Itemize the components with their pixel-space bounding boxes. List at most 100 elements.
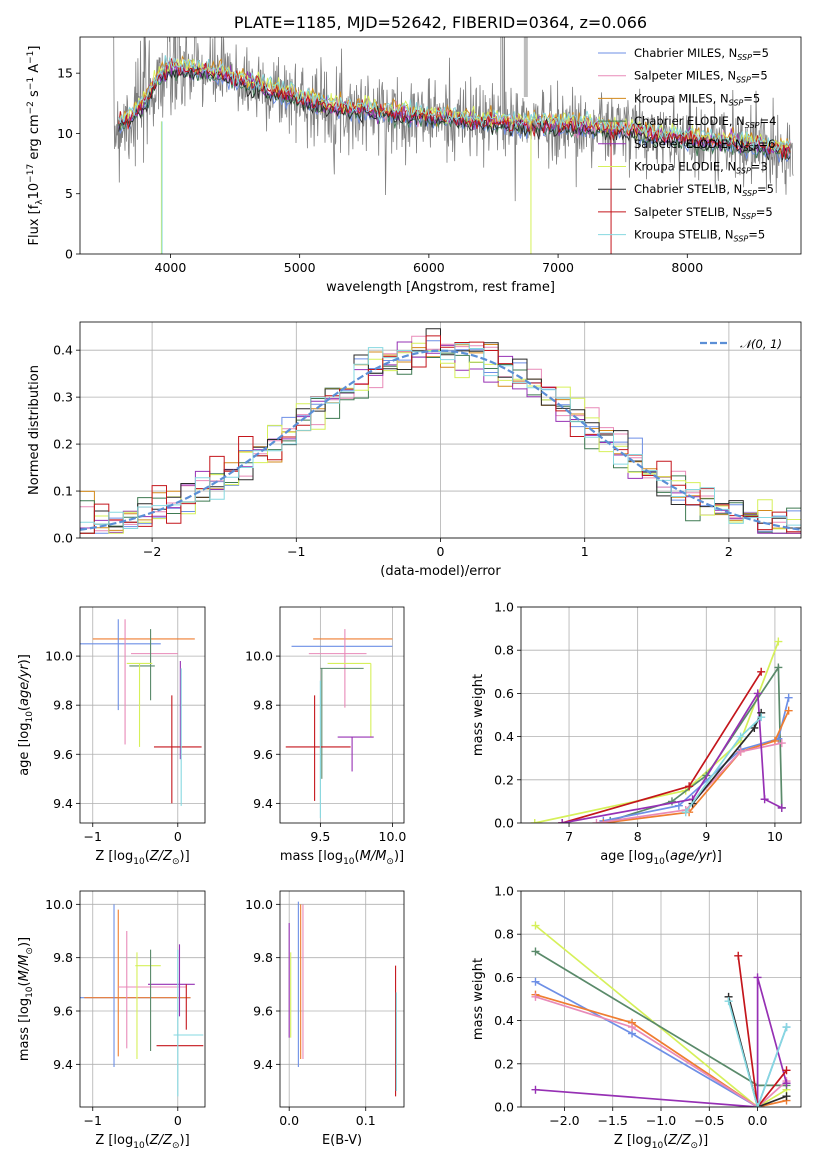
data-point-marker xyxy=(628,1023,637,1032)
label-part: Z/Z xyxy=(149,849,173,864)
axes-frame xyxy=(279,606,405,824)
legend-entry: Kroupa ELODIE, NSSP=3 xyxy=(634,160,768,176)
mass_vs_EBV-panel: 0.0 0.1 9.4 9.6 9.8 10.0 E(B-V) xyxy=(245,890,405,1148)
axes-frame xyxy=(79,321,802,539)
axes-frame xyxy=(79,890,206,1108)
axes-frame xyxy=(279,890,405,1108)
legend-text: Kroupa STELIB, N xyxy=(634,228,734,242)
legend-sub: SSP xyxy=(744,144,759,153)
legend-value: =5 xyxy=(748,228,765,242)
y-tick-label: 9.4 xyxy=(53,1057,73,1072)
label-part: age [log xyxy=(600,849,653,864)
y-axis-label: mass [log10(M/M⊙)] xyxy=(17,937,35,1061)
plot-area xyxy=(80,904,204,1097)
y-axis-label: Flux [fλ10−17 erg cm−2 s−1 A−1] xyxy=(26,46,45,246)
data-point-marker xyxy=(531,921,540,930)
x-tick-label: −2.0 xyxy=(549,1113,579,1128)
label-part: mass weight xyxy=(471,674,486,756)
x-axis-label: age [log10(age/yr)] xyxy=(600,849,722,867)
label-part: ( xyxy=(17,706,32,711)
label-part: )] xyxy=(698,1133,708,1148)
label-part: s xyxy=(27,90,42,101)
y-tick-label: 9.4 xyxy=(253,796,273,811)
data-point-marker xyxy=(599,819,608,823)
label-part: 10 xyxy=(652,1141,664,1151)
legend-value: =5 xyxy=(756,205,773,219)
data-point-marker xyxy=(531,977,540,986)
y-tick-label: 5 xyxy=(65,186,73,201)
legend-value: =3 xyxy=(751,160,768,174)
label-part: Z/Z xyxy=(149,1133,173,1148)
legend-entry: Kroupa MILES, NSSP=5 xyxy=(634,91,760,107)
y-tick-label: 0.0 xyxy=(494,1100,514,1115)
axes-frame xyxy=(79,606,206,824)
mass-weight-line xyxy=(535,993,787,1107)
label-part: age/yr xyxy=(17,663,32,706)
y-tick-label: 9.6 xyxy=(53,747,73,762)
label-part: mass [log xyxy=(17,998,32,1061)
axes-frame xyxy=(520,890,802,1108)
x-tick-label: −1 xyxy=(287,544,305,559)
label-part: 10 xyxy=(653,857,665,867)
data-point-marker xyxy=(777,803,786,812)
y-tick-label: 0.8 xyxy=(494,927,514,942)
x-tick-label: 2 xyxy=(725,544,733,559)
label-part: Z [log xyxy=(95,1133,133,1148)
residual-histogram xyxy=(80,335,801,534)
mass-weight-line xyxy=(727,1000,788,1107)
data-point-marker xyxy=(753,973,762,982)
x-tick-label: 8 xyxy=(634,829,642,844)
label-part: ⊙ xyxy=(25,947,35,955)
data-point-marker xyxy=(757,667,766,676)
legend-sub: SSP xyxy=(737,53,752,62)
legend-value: =5 xyxy=(757,182,774,196)
data-point-marker xyxy=(782,1092,791,1101)
y-tick-label: 1.0 xyxy=(494,884,514,899)
y-tick-label: 0.6 xyxy=(494,970,514,985)
data-point-marker xyxy=(753,689,762,698)
legend-value: =5 xyxy=(743,91,760,105)
label-part: −2 xyxy=(26,101,36,114)
label-part: )] xyxy=(17,937,32,947)
label-part: age/yr xyxy=(670,849,713,864)
legend-value: =4 xyxy=(760,114,777,128)
data-point-marker xyxy=(777,739,786,748)
label-part: 10 xyxy=(25,986,35,998)
mass-weight-line xyxy=(561,671,762,823)
plot-area xyxy=(530,637,793,823)
legend-text: Kroupa MILES, N xyxy=(634,91,729,105)
y-tick-label: 9.8 xyxy=(53,950,73,965)
legend-sub: SSP xyxy=(736,76,751,85)
y-tick-label: 1.0 xyxy=(494,600,514,615)
legend-text: Salpeter ELODIE, N xyxy=(634,137,744,151)
masked-region xyxy=(523,37,528,97)
data-point-marker xyxy=(530,819,539,823)
label-part: Normed distribution xyxy=(27,365,42,495)
x-tick-label: −2 xyxy=(143,544,161,559)
label-part: Flux [f xyxy=(27,204,42,245)
legend-sub: SSP xyxy=(729,98,744,107)
y-tick-label: 0.1 xyxy=(53,484,73,499)
y-axis-label: mass weight xyxy=(471,674,486,756)
x-tick-label: −1.0 xyxy=(646,1113,676,1128)
legend-text: Kroupa ELODIE, N xyxy=(634,160,736,174)
label-part: ( xyxy=(665,849,670,864)
y-tick-label: 9.8 xyxy=(253,698,273,713)
age_vs_mass-panel: 9.5 10.0 9.4 9.6 9.8 10.0 mass [log10(M/M⊙)] xyxy=(245,606,406,867)
x-tick-label: 9.5 xyxy=(310,829,330,844)
legend-sub: SSP xyxy=(736,167,751,176)
y-tick-label: 10.0 xyxy=(245,897,273,912)
label-part: −1 xyxy=(26,77,36,90)
y-tick-label: 0 xyxy=(65,247,73,262)
legend-entry: Salpeter ELODIE, NSSP=6 xyxy=(634,137,775,153)
legend-entry: Chabrier STELIB, NSSP=5 xyxy=(634,182,774,198)
plot-area xyxy=(531,921,791,1107)
label-part: ( xyxy=(355,849,360,864)
axes-frame xyxy=(79,36,802,255)
label-part: ⊙ xyxy=(386,857,394,867)
legend-entry: Chabrier ELODIE, NSSP=4 xyxy=(634,114,776,130)
label-part: 10 xyxy=(133,1141,145,1151)
legend-sub: SSP xyxy=(734,235,749,244)
